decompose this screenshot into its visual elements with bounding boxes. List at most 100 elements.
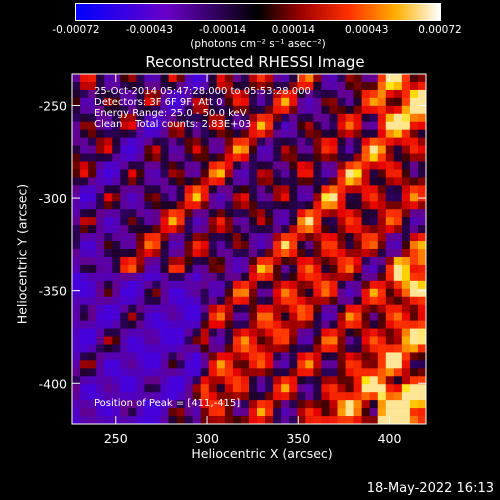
heatmap-cell [120, 113, 129, 123]
heatmap-cell [417, 177, 427, 186]
heatmap-cell [232, 400, 242, 409]
heatmap-cell [361, 312, 370, 321]
heatmap-cell [160, 328, 169, 337]
heatmap-cell [361, 121, 370, 130]
heatmap-cell [80, 336, 89, 345]
heatmap-cell [393, 249, 403, 258]
heatmap-cell [273, 288, 282, 298]
heatmap-cell [160, 249, 169, 258]
heatmap-cell [120, 360, 129, 369]
heatmap-cell [96, 249, 105, 258]
heatmap-cell [152, 241, 161, 250]
heatmap-cell [232, 169, 242, 178]
heatmap-cell [80, 145, 89, 154]
heatmap-cell [216, 129, 226, 138]
heatmap-cell [393, 360, 403, 369]
heatmap-cell [88, 249, 97, 258]
heatmap-cell [385, 89, 395, 99]
heatmap-cell [337, 121, 346, 130]
heatmap-cell [313, 89, 322, 99]
heatmap-cell [417, 185, 427, 194]
heatmap-cell [273, 233, 282, 242]
heatmap-cell [281, 177, 290, 186]
heatmap-cell [112, 304, 121, 313]
heatmap-cell [417, 280, 427, 290]
colorbar-unit: (photons cm⁻² s⁻¹ asec⁻²) [190, 38, 326, 50]
heatmap-cell [96, 81, 105, 91]
heatmap-cell [72, 304, 81, 313]
heatmap-cell [112, 145, 121, 154]
heatmap-cell [401, 74, 411, 83]
heatmap-cell [200, 129, 210, 138]
heatmap-cell [232, 153, 242, 162]
heatmap-cell [249, 145, 258, 154]
heatmap-cell [369, 296, 379, 305]
heatmap-cell [192, 304, 202, 313]
heatmap-cell [80, 272, 89, 282]
heatmap-cell [297, 336, 306, 345]
heatmap-cell [393, 145, 403, 154]
heatmap-cell [72, 153, 81, 162]
heatmap-cell [313, 344, 322, 353]
heatmap-cell [257, 249, 266, 258]
heatmap-cell [353, 328, 362, 337]
heatmap-cell [144, 256, 153, 266]
heatmap-cell [112, 328, 121, 337]
heatmap-cell [361, 74, 370, 83]
heatmap-cell [257, 376, 266, 385]
heatmap-cell [281, 161, 290, 170]
heatmap-cell [200, 328, 210, 337]
heatmap-cell [297, 328, 306, 337]
heatmap-cell [249, 241, 258, 250]
heatmap-cell [353, 241, 362, 250]
heatmap-cell [401, 416, 411, 425]
heatmap-cell [104, 344, 113, 353]
heatmap-cell [216, 352, 226, 361]
heatmap-cell [160, 161, 169, 170]
heatmap-cell [409, 105, 419, 115]
heatmap-cell [409, 312, 419, 321]
heatmap-cell [208, 89, 218, 99]
heatmap-cell [401, 280, 411, 290]
heatmap-cell [184, 249, 193, 258]
heatmap-cell [345, 145, 354, 154]
heatmap-cell [321, 193, 330, 202]
heatmap-cell [321, 360, 330, 369]
heatmap-cell [200, 177, 210, 186]
heatmap-cell [192, 89, 202, 99]
heatmap-cell [168, 400, 177, 409]
heatmap-cell [361, 153, 370, 162]
heatmap-cell [265, 416, 274, 425]
heatmap-cell [409, 256, 419, 266]
heatmap-cell [240, 408, 250, 417]
heatmap-cell [305, 121, 314, 130]
heatmap-cell [152, 368, 161, 377]
heatmap-cell [120, 129, 129, 138]
heatmap-cell [377, 360, 387, 369]
heatmap-cell [240, 225, 250, 234]
heatmap-cell [297, 249, 306, 258]
heatmap-cell [249, 336, 258, 345]
heatmap-cell [321, 145, 330, 154]
heatmap-cell [297, 384, 306, 393]
heatmap-cell [232, 256, 242, 266]
heatmap-cell [369, 113, 379, 123]
heatmap-cell [313, 169, 322, 178]
heatmap-cell [281, 137, 290, 146]
heatmap-cell [160, 392, 169, 401]
heatmap-cell [208, 312, 218, 321]
heatmap-cell [104, 360, 113, 369]
y-tick-label: -300 [39, 191, 67, 206]
heatmap-cell [104, 137, 113, 146]
heatmap-cell [409, 288, 419, 298]
heatmap-cell [273, 225, 282, 234]
heatmap-cell [168, 201, 177, 210]
heatmap-cell [249, 209, 258, 218]
heatmap-cell [273, 408, 282, 417]
heatmap-cell [176, 145, 185, 154]
heatmap-cell [369, 272, 379, 282]
heatmap-cell [345, 384, 354, 393]
heatmap-cell [80, 280, 89, 290]
heatmap-cell [112, 280, 121, 290]
heatmap-cell [369, 384, 379, 393]
